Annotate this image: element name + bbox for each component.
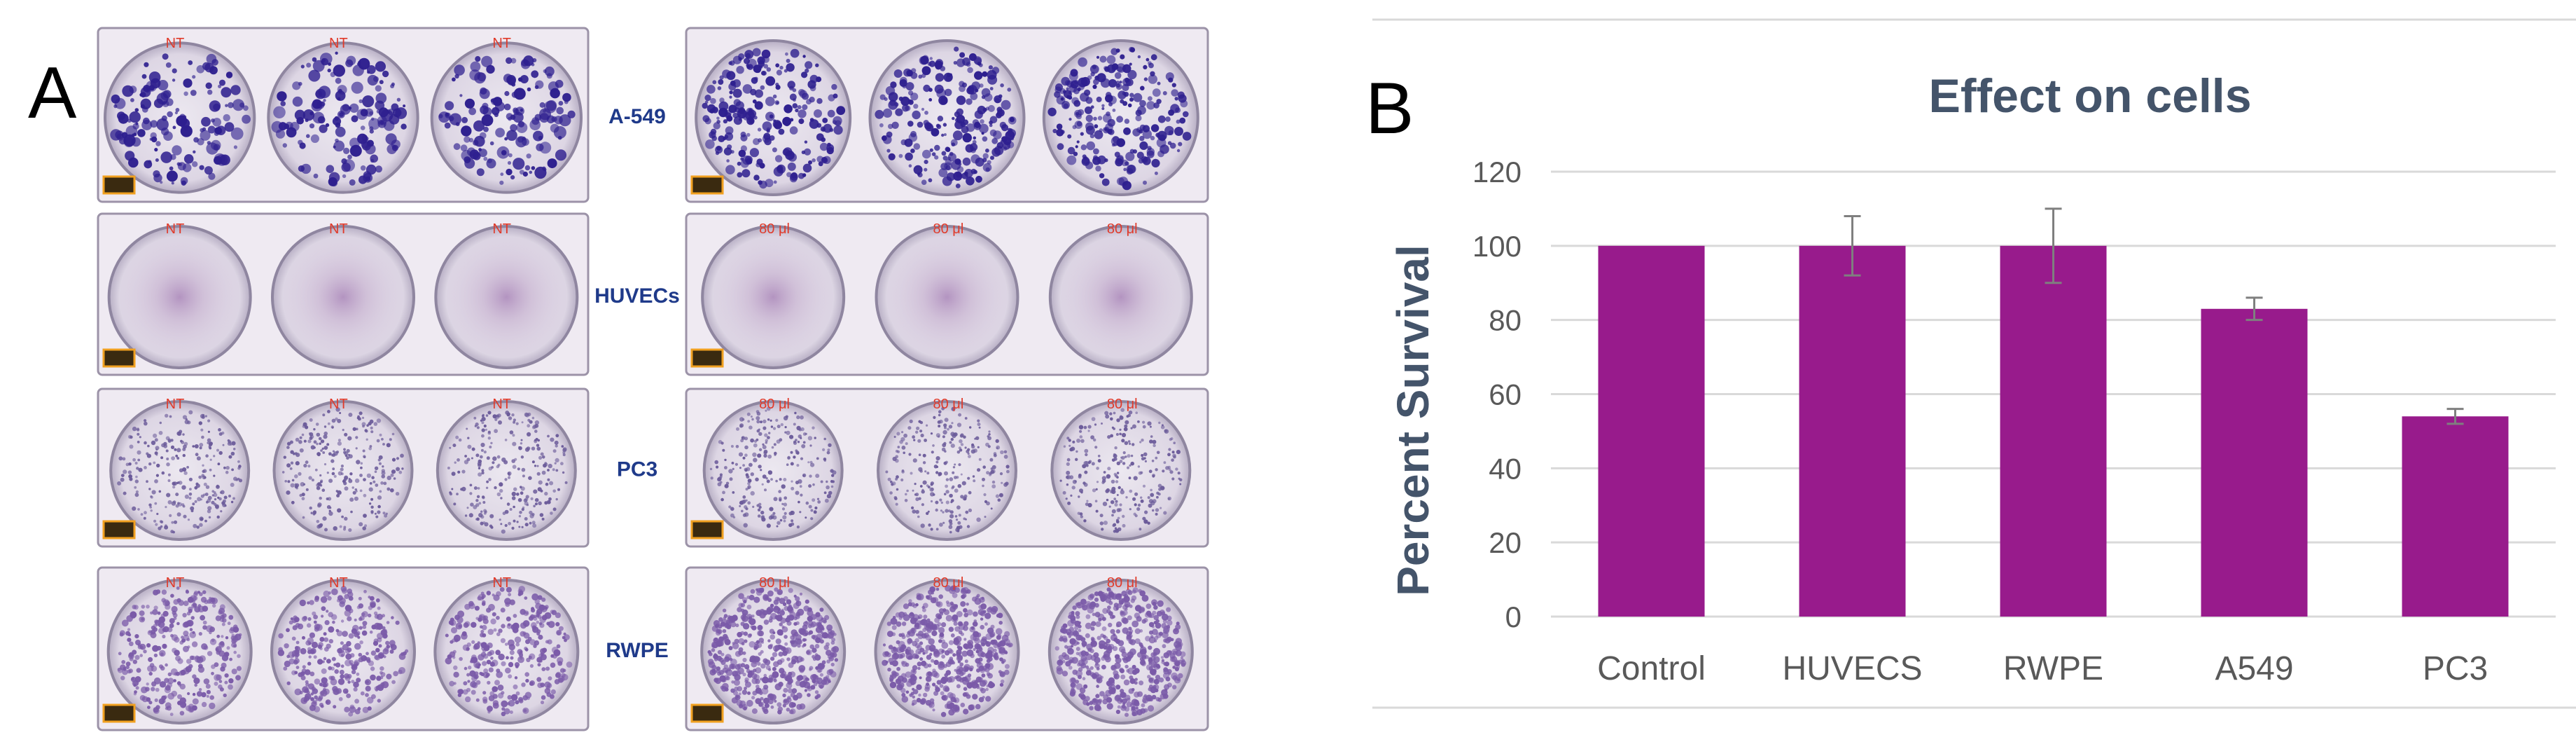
cell-line-label: RWPE: [606, 639, 668, 662]
dish-note: NT: [492, 575, 511, 591]
petri-dish: 80 μl: [1047, 575, 1194, 724]
plate-huvecs-left: NT NT NT: [97, 212, 590, 376]
dish-note: NT: [492, 221, 511, 237]
bar-control: [1598, 245, 1705, 617]
petri-dish: 80 μl: [1048, 221, 1193, 369]
bar-a549: [2201, 308, 2308, 617]
petri-dish: 80 μl: [875, 221, 1019, 369]
cell-line-label: HUVECs: [594, 284, 680, 308]
dish-note: NT: [329, 36, 348, 51]
petri-dish: [1042, 39, 1199, 196]
cell-line-label: A-549: [608, 105, 666, 128]
dish-note: 80 μl: [933, 397, 964, 412]
dish-note: NT: [166, 397, 185, 412]
petri-dish: NT: [104, 36, 256, 194]
panel-a: A NT NT NT A-549 NT NT NT 80 μl 80 μl 80 μl HUVECs…: [28, 27, 1209, 731]
panel-a-letter: A: [28, 53, 77, 134]
category-label: RWPE: [2003, 650, 2103, 687]
dish-note: NT: [329, 397, 348, 412]
dish-note: 80 μl: [759, 397, 790, 412]
error-bar: [2045, 207, 2062, 284]
y-tick-label: 40: [1489, 452, 1522, 485]
dish-note: NT: [166, 221, 185, 237]
petri-dish: [695, 39, 852, 196]
dish-note: NT: [166, 36, 185, 51]
petri-dish: NT: [270, 575, 416, 724]
category-label: Control: [1597, 650, 1706, 687]
error-bar: [2446, 408, 2464, 425]
dish-note: NT: [492, 397, 511, 412]
category-label: HUVECS: [1782, 650, 1922, 687]
dish-note: NT: [166, 575, 185, 591]
petri-dish: NT: [106, 575, 253, 724]
y-tick-label: 120: [1473, 156, 1522, 188]
dish-note: 80 μl: [759, 221, 790, 237]
plate-pc3-right: 80 μl 80 μl 80 μl: [685, 387, 1209, 548]
dish-note: 80 μl: [1107, 575, 1138, 591]
dish-note: NT: [329, 575, 348, 591]
dish-note: 80 μl: [933, 221, 964, 237]
dish-note: 80 μl: [759, 575, 790, 591]
plate-rwpe-left: NT NT NT: [97, 566, 590, 731]
petri-dish: NT: [434, 221, 579, 369]
petri-dish: 80 μl: [700, 575, 847, 724]
y-tick-label: 100: [1473, 230, 1522, 263]
cell-line-label: PC3: [617, 458, 657, 481]
category-label: PC3: [2423, 650, 2488, 687]
petri-dish: NT: [267, 36, 419, 194]
chart-title: Effect on cells: [1928, 69, 2251, 123]
category-label: A549: [2215, 650, 2293, 687]
panel-b: B Effect on cells 0 20 40 60 80 100 120 Control…: [1365, 18, 2576, 709]
y-tick-label: 20: [1489, 526, 1522, 559]
panel-b-letter: B: [1365, 68, 1414, 149]
bar-huvecs: [1799, 245, 1906, 617]
bar-rwpe: [2000, 245, 2107, 617]
dish-note: 80 μl: [1107, 397, 1138, 412]
petri-dish: 80 μl: [877, 397, 1017, 541]
y-axis-label: Percent Survival: [1388, 245, 1438, 596]
petri-dish: NT: [430, 36, 583, 194]
petri-dish: 80 μl: [702, 397, 844, 541]
petri-dish: 80 μl: [701, 221, 846, 369]
error-bar: [2246, 296, 2263, 322]
petri-dish: NT: [436, 397, 577, 541]
bar-chart: 0 20 40 60 80 100 120 Control HUVECS RWPE A549 PC3: [1372, 18, 2576, 709]
petri-dish: NT: [433, 575, 580, 724]
dish-note: NT: [492, 36, 511, 51]
y-tick-label: 60: [1489, 378, 1522, 411]
petri-dish: 80 μl: [874, 575, 1020, 724]
petri-dish: NT: [107, 221, 252, 369]
plate-a-549-left: NT NT NT: [97, 27, 590, 203]
plate-rwpe-right: 80 μl 80 μl 80 μl: [685, 566, 1209, 731]
bar-pc3: [2402, 416, 2509, 617]
y-tick-label: 0: [1505, 600, 1522, 633]
dish-note: 80 μl: [933, 575, 964, 591]
petri-dish: NT: [271, 221, 415, 369]
y-tick-label: 80: [1489, 304, 1522, 337]
plate-huvecs-right: 80 μl 80 μl 80 μl: [685, 212, 1209, 376]
petri-dish: NT: [272, 397, 414, 541]
petri-dish: [868, 39, 1026, 196]
petri-dish: 80 μl: [1050, 397, 1192, 541]
petri-dish: NT: [109, 397, 251, 541]
plate-a-549-right: [685, 27, 1209, 203]
plate-pc3-left: NT NT NT: [97, 387, 590, 548]
error-bar: [1844, 215, 1861, 277]
dish-note: 80 μl: [1107, 221, 1138, 237]
dish-note: NT: [329, 221, 348, 237]
